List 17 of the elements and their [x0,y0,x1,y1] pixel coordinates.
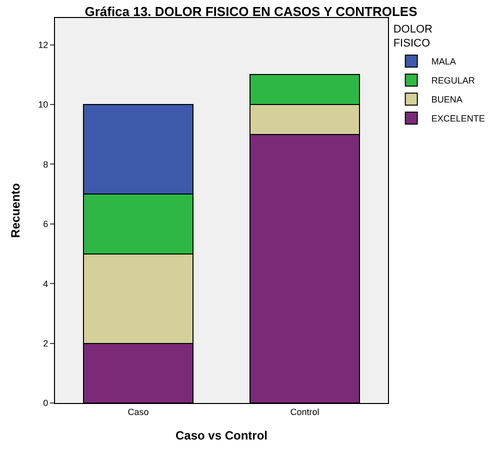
x-tick-label: Control [290,406,320,417]
legend-label: MALA [431,56,456,67]
chart-title: Gráfica 13. DOLOR FISICO EN CASOS Y CONTROLES [84,4,418,19]
y-axis-title: Recuento [8,183,22,238]
y-tick-label: 6 [43,219,48,230]
y-tick-label: 10 [38,100,48,110]
legend-label: EXCELENTE [431,114,485,124]
legend-label: REGULAR [431,76,476,86]
legend-label: BUENA [431,94,462,105]
y-tick-label: 0 [43,398,48,408]
x-tick-label: Caso [128,406,149,417]
y-tick-label: 8 [43,159,48,170]
y-tick-label: 12 [38,40,48,50]
legend-title: DOLOR FISICO [393,23,433,50]
y-tick-label: 2 [43,338,48,348]
y-tick-label: 4 [43,278,48,289]
x-axis-title: Caso vs Control [175,428,268,443]
